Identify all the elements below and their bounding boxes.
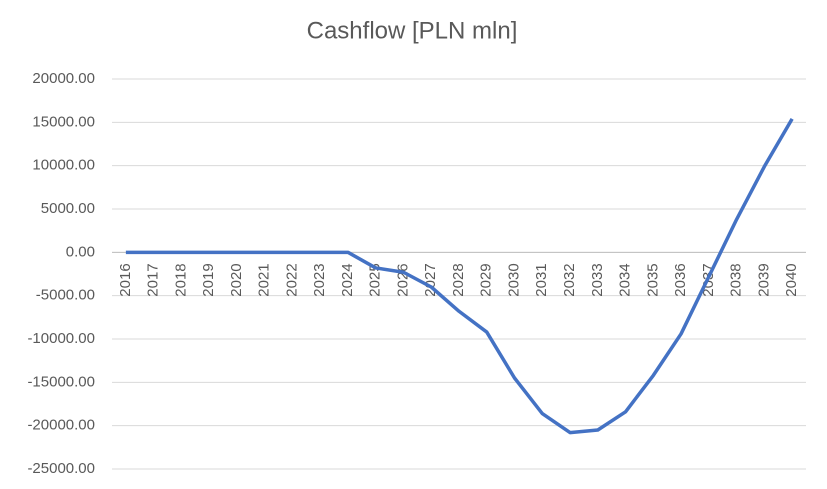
x-tick-label: 2024 (339, 263, 356, 296)
x-tick-label: 2031 (533, 263, 550, 296)
y-tick-label: 15000.00 (32, 113, 95, 130)
y-tick-label: -25000.00 (27, 460, 95, 477)
y-tick-label: 10000.00 (32, 157, 95, 174)
x-tick-label: 2025 (367, 263, 384, 296)
y-tick-label: 0.00 (66, 243, 95, 260)
x-tick-label: 2021 (256, 263, 273, 296)
x-tick-label: 2036 (672, 263, 689, 296)
x-tick-label: 2016 (117, 263, 134, 296)
x-tick-label: 2033 (589, 263, 606, 296)
line-series (125, 117, 794, 435)
y-tick-label: 20000.00 (32, 70, 95, 87)
y-tick-label: -5000.00 (36, 287, 95, 304)
x-tick-label: 2032 (561, 263, 578, 296)
x-tick-label: 2028 (450, 263, 467, 296)
y-tick-label: 5000.00 (41, 200, 95, 217)
x-tick-label: 2023 (311, 263, 328, 296)
x-tick-label: 2017 (145, 263, 162, 296)
x-tick-label: 2018 (172, 263, 189, 296)
x-tick-label: 2019 (200, 263, 217, 296)
y-tick-label: -15000.00 (27, 373, 95, 390)
x-tick-label: 2040 (783, 263, 800, 296)
x-tick-label: 2038 (728, 263, 745, 296)
x-tick-label: 2029 (478, 263, 495, 296)
x-tick-label: 2022 (283, 263, 300, 296)
x-tick-label: 2026 (394, 263, 411, 296)
x-tick-label: 2030 (505, 263, 522, 296)
y-tick-label: -10000.00 (27, 330, 95, 347)
y-tick-label: -20000.00 (27, 417, 95, 434)
x-tick-label: 2035 (644, 263, 661, 296)
x-tick-label: 2020 (228, 263, 245, 296)
x-tick-label: 2034 (617, 263, 634, 296)
chart-title: Cashflow [PLN mln] (307, 17, 518, 44)
x-tick-label: 2039 (755, 263, 772, 296)
